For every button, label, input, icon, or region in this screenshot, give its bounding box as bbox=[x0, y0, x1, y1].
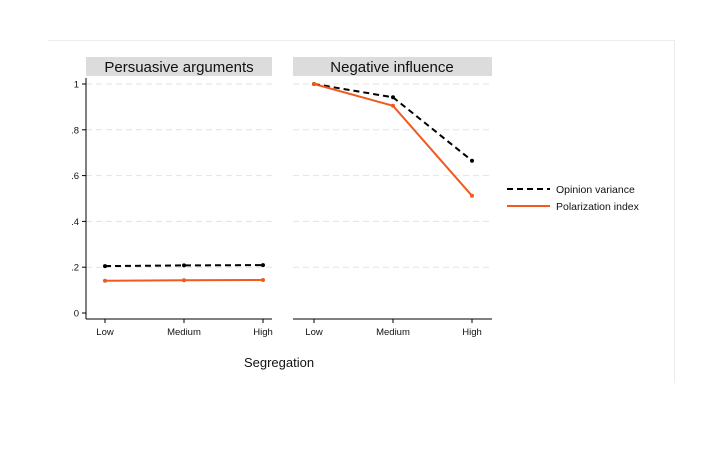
x-tick-label: High bbox=[462, 327, 482, 338]
series-lines bbox=[103, 82, 474, 283]
data-point-opinion-variance bbox=[261, 263, 265, 268]
tick-labels: 0 .2 .4 .6 .8 1 Low Medium High Low Medium High bbox=[71, 80, 482, 339]
data-point-opinion-variance bbox=[103, 264, 107, 269]
x-tick-label: High bbox=[253, 327, 273, 338]
y-tick-label: 0 bbox=[74, 309, 79, 320]
legend-label-opinion-variance: Opinion variance bbox=[556, 184, 635, 196]
y-tick-label: .6 bbox=[71, 171, 79, 182]
panel-1-header bbox=[86, 57, 272, 76]
data-point-opinion-variance bbox=[182, 263, 186, 268]
x-tick-label: Low bbox=[96, 327, 114, 338]
legend: Opinion variance Polarization index bbox=[507, 184, 640, 213]
panel-1-title: Persuasive arguments bbox=[104, 59, 253, 76]
x-axis-title: Segregation bbox=[244, 355, 314, 370]
data-point-opinion-variance bbox=[470, 158, 474, 163]
data-point-polarization-index bbox=[261, 278, 265, 282]
data-point-polarization-index bbox=[312, 82, 316, 86]
data-point-polarization-index bbox=[103, 278, 107, 283]
x-tick-label: Low bbox=[305, 327, 323, 338]
chart-frame bbox=[48, 40, 675, 383]
y-tick-label: .2 bbox=[71, 263, 79, 274]
series-line-opinion-variance bbox=[104, 264, 264, 268]
axes bbox=[82, 78, 492, 323]
data-point-opinion-variance bbox=[391, 95, 395, 100]
panel-2-header bbox=[293, 57, 492, 76]
x-tick-label: Medium bbox=[376, 327, 410, 338]
x-tick-label: Medium bbox=[167, 327, 201, 338]
panel-2-title: Negative influence bbox=[330, 59, 453, 76]
y-tick-label: .4 bbox=[71, 217, 79, 228]
data-point-polarization-index bbox=[391, 103, 395, 108]
data-point-polarization-index bbox=[470, 193, 474, 198]
y-tick-label: .8 bbox=[71, 125, 79, 136]
series-line-polarization-index bbox=[313, 83, 473, 197]
y-tick-label: 1 bbox=[74, 80, 79, 91]
legend-label-polarization-index: Polarization index bbox=[556, 201, 640, 213]
data-point-polarization-index bbox=[182, 278, 186, 283]
grid-lines bbox=[86, 83, 492, 268]
